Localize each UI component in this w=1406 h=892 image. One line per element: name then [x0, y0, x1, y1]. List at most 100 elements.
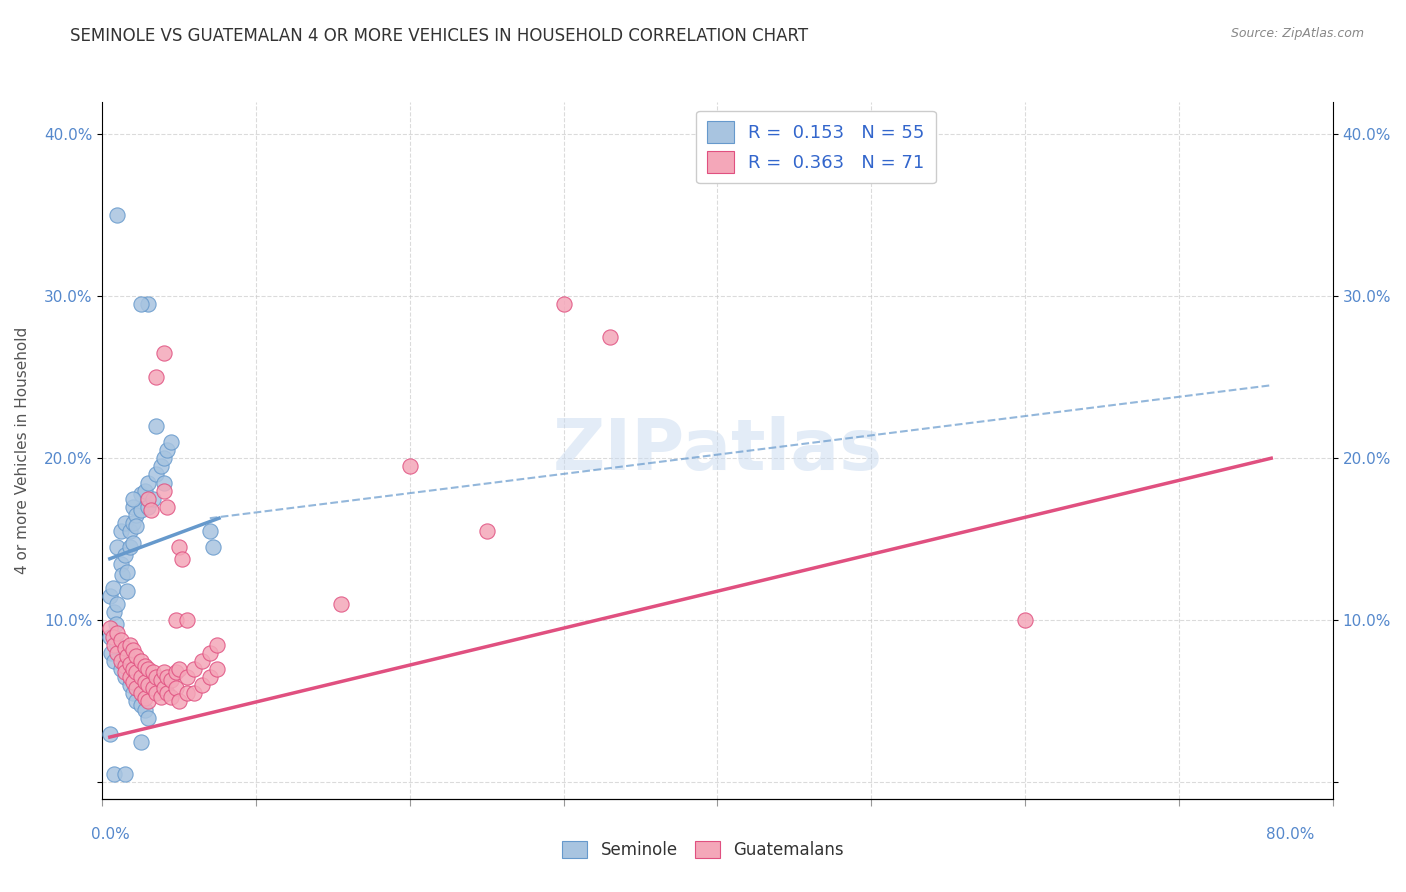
Point [136, 491, 159, 506]
Point [104, 616, 127, 631]
Point [136, 297, 159, 311]
Point [145, 686, 167, 700]
Point [107, 541, 129, 555]
Point [156, 500, 179, 514]
Point [145, 370, 167, 384]
Point [475, 524, 498, 538]
Text: 80.0%: 80.0% [1267, 827, 1315, 841]
Point [122, 686, 145, 700]
Point [114, 516, 136, 530]
Point [98, 727, 121, 741]
Point [110, 654, 132, 668]
Point [129, 686, 152, 700]
Point [136, 475, 159, 490]
Point [165, 681, 187, 696]
Legend: R =  0.153   N = 55, R =  0.363   N = 71: R = 0.153 N = 55, R = 0.363 N = 71 [696, 111, 935, 184]
Point [118, 541, 141, 555]
Text: ZIPatlas: ZIPatlas [553, 416, 883, 484]
Point [183, 662, 205, 676]
Point [122, 516, 145, 530]
Text: Source: ZipAtlas.com: Source: ZipAtlas.com [1230, 27, 1364, 40]
Point [134, 691, 156, 706]
Point [152, 475, 174, 490]
Point [156, 443, 179, 458]
Point [142, 681, 165, 696]
Point [107, 646, 129, 660]
Point [103, 767, 125, 781]
Point [201, 541, 224, 555]
Point [114, 658, 136, 673]
Point [107, 208, 129, 222]
Point [207, 638, 229, 652]
Point [145, 670, 167, 684]
Point [176, 670, 198, 684]
Text: 0.0%: 0.0% [91, 827, 131, 841]
Point [118, 638, 141, 652]
Point [156, 670, 179, 684]
Point [122, 642, 145, 657]
Point [129, 297, 152, 311]
Point [129, 735, 152, 749]
Point [100, 646, 122, 660]
Point [114, 665, 136, 680]
Point [110, 557, 132, 571]
Point [115, 648, 138, 663]
Point [167, 694, 190, 708]
Point [122, 535, 145, 549]
Point [122, 675, 145, 690]
Point [107, 597, 129, 611]
Point [198, 524, 221, 538]
Point [107, 626, 129, 640]
Point [134, 702, 156, 716]
Point [599, 329, 621, 343]
Point [114, 670, 136, 684]
Point [111, 568, 134, 582]
Point [125, 519, 148, 533]
Point [125, 508, 148, 522]
Point [167, 662, 190, 676]
Point [167, 541, 190, 555]
Point [176, 686, 198, 700]
Point [118, 657, 141, 672]
Point [118, 670, 141, 684]
Point [125, 648, 148, 663]
Point [103, 605, 125, 619]
Point [98, 589, 121, 603]
Point [129, 503, 152, 517]
Point [101, 630, 124, 644]
Point [122, 500, 145, 514]
Point [160, 673, 183, 688]
Point [114, 767, 136, 781]
Point [125, 665, 148, 680]
Point [136, 694, 159, 708]
Point [152, 665, 174, 680]
Point [134, 658, 156, 673]
Y-axis label: 4 or more Vehicles in Household: 4 or more Vehicles in Household [15, 326, 30, 574]
Point [122, 491, 145, 506]
Point [149, 673, 172, 688]
Point [136, 678, 159, 692]
Point [152, 346, 174, 360]
Point [107, 638, 129, 652]
Point [176, 613, 198, 627]
Point [125, 681, 148, 696]
Point [149, 459, 172, 474]
Point [110, 524, 132, 538]
Point [129, 654, 152, 668]
Point [191, 654, 214, 668]
Point [165, 665, 187, 680]
Point [136, 662, 159, 676]
Point [152, 483, 174, 498]
Point [98, 622, 121, 636]
Point [191, 678, 214, 692]
Point [101, 581, 124, 595]
Point [156, 686, 179, 700]
Point [172, 551, 194, 566]
Point [160, 690, 183, 704]
Point [152, 681, 174, 696]
Point [141, 503, 163, 517]
Point [183, 686, 205, 700]
Point [329, 597, 352, 611]
Point [118, 678, 141, 692]
Point [165, 613, 187, 627]
